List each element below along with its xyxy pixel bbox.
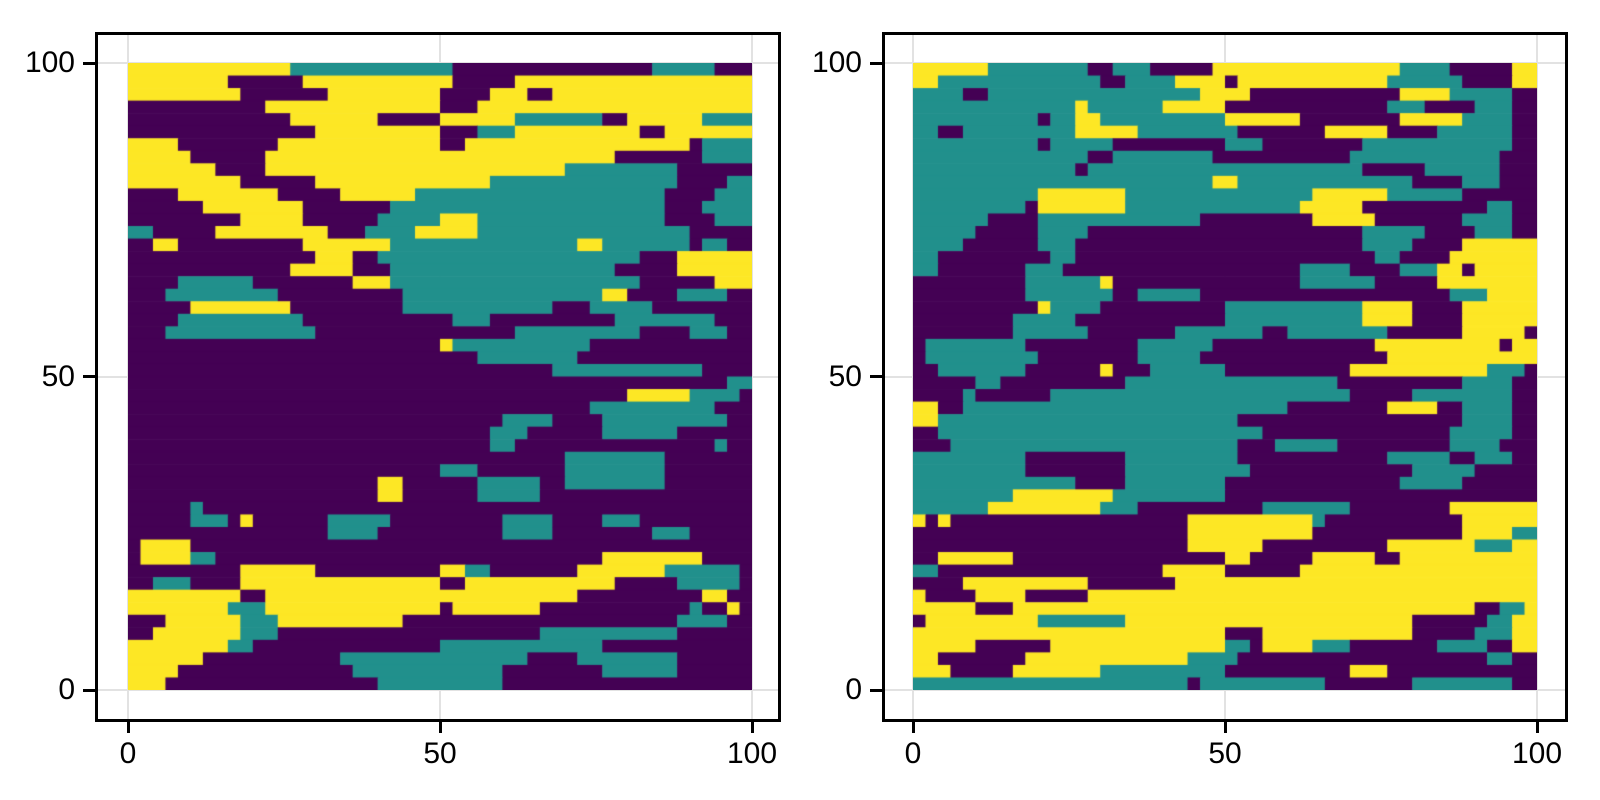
x-tick-50 xyxy=(438,722,442,733)
heatmap-image-right xyxy=(913,63,1537,690)
y-tick-50 xyxy=(83,375,95,378)
y-tick-label-100: 100 xyxy=(811,46,862,79)
x-tick-0 xyxy=(126,722,130,733)
y-gridline-0 xyxy=(884,689,1566,691)
x-tick-100 xyxy=(750,722,754,733)
y-tick-label-50: 50 xyxy=(828,359,862,393)
y-tick-0 xyxy=(83,688,95,692)
y-tick-0 xyxy=(870,688,882,692)
y-tick-100 xyxy=(83,61,95,65)
y-tick-50 xyxy=(870,375,882,378)
x-tick-0 xyxy=(911,722,915,733)
x-tick-label-100: 100 xyxy=(726,737,778,770)
y-tick-label-100: 100 xyxy=(24,46,75,79)
y-tick-label-50: 50 xyxy=(41,359,75,393)
x-tick-label-100: 100 xyxy=(1511,737,1563,770)
x-tick-label-50: 50 xyxy=(423,737,457,770)
y-tick-label-0: 0 xyxy=(845,673,862,706)
x-tick-50 xyxy=(1223,722,1227,733)
x-tick-label-50: 50 xyxy=(1208,737,1242,770)
x-tick-label-0: 0 xyxy=(119,737,137,770)
heatmap-image-left xyxy=(128,63,752,690)
y-tick-100 xyxy=(870,61,882,65)
y-tick-label-0: 0 xyxy=(58,673,75,706)
x-tick-100 xyxy=(1535,722,1539,733)
y-gridline-0 xyxy=(97,689,779,691)
x-tick-label-0: 0 xyxy=(904,737,922,770)
